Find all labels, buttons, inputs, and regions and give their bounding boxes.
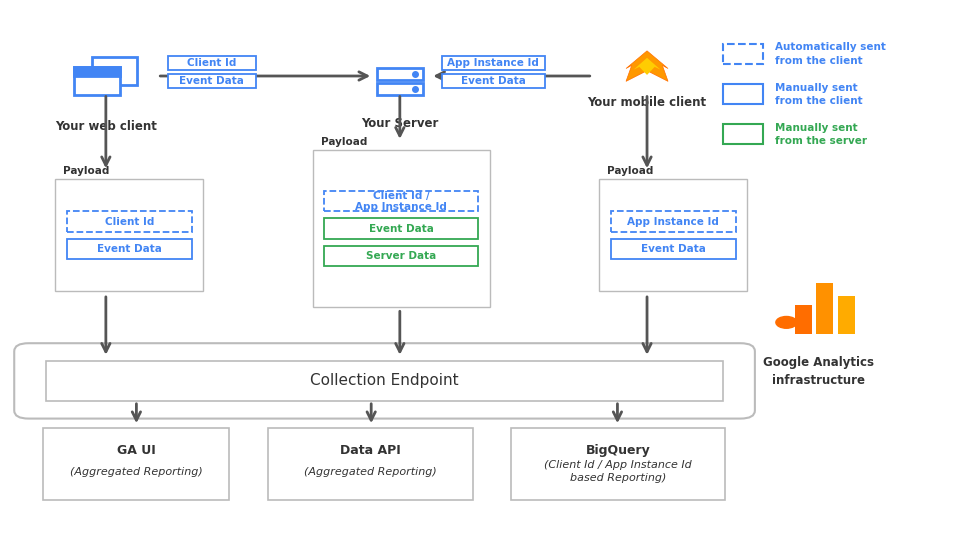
Text: Event Data: Event Data <box>369 224 434 234</box>
FancyBboxPatch shape <box>91 57 137 85</box>
FancyBboxPatch shape <box>67 212 192 232</box>
Text: Event Data: Event Data <box>461 76 526 86</box>
Text: Client Id: Client Id <box>187 58 236 68</box>
FancyBboxPatch shape <box>724 124 763 144</box>
Text: Automatically sent
from the client: Automatically sent from the client <box>775 43 886 66</box>
FancyBboxPatch shape <box>67 239 192 259</box>
Text: Client Id: Client Id <box>105 217 154 227</box>
Circle shape <box>776 316 797 328</box>
FancyBboxPatch shape <box>313 150 490 307</box>
FancyBboxPatch shape <box>611 212 735 232</box>
FancyBboxPatch shape <box>168 56 255 70</box>
FancyBboxPatch shape <box>377 68 422 80</box>
FancyBboxPatch shape <box>46 361 724 401</box>
FancyBboxPatch shape <box>268 428 473 500</box>
Text: App Instance Id: App Instance Id <box>447 58 540 68</box>
Text: App Instance Id: App Instance Id <box>627 217 719 227</box>
Text: Your Server: Your Server <box>361 117 439 130</box>
FancyBboxPatch shape <box>816 284 833 334</box>
Text: BigQuery: BigQuery <box>586 444 650 457</box>
FancyBboxPatch shape <box>838 296 855 334</box>
Text: (Client Id / App Instance Id
based Reporting): (Client Id / App Instance Id based Repor… <box>544 460 692 483</box>
FancyBboxPatch shape <box>324 246 478 266</box>
Text: Payload: Payload <box>63 166 109 177</box>
Text: Your web client: Your web client <box>55 120 156 133</box>
Text: Google Analytics
infrastructure: Google Analytics infrastructure <box>763 355 875 387</box>
Text: Event Data: Event Data <box>641 244 706 254</box>
Text: GA UI: GA UI <box>116 444 156 457</box>
Text: Collection Endpoint: Collection Endpoint <box>310 373 459 388</box>
Text: (Aggregated Reporting): (Aggregated Reporting) <box>304 467 437 477</box>
Text: Payload: Payload <box>607 166 654 177</box>
FancyBboxPatch shape <box>724 44 763 64</box>
Text: Manually sent
from the client: Manually sent from the client <box>775 83 862 106</box>
Text: Data API: Data API <box>341 444 401 457</box>
FancyBboxPatch shape <box>795 305 812 334</box>
FancyBboxPatch shape <box>168 75 255 88</box>
Text: Client Id /
App Instance Id: Client Id / App Instance Id <box>355 191 447 212</box>
FancyBboxPatch shape <box>74 68 120 95</box>
Text: Event Data: Event Data <box>97 244 161 254</box>
Text: Manually sent
from the server: Manually sent from the server <box>775 123 867 146</box>
Text: Your mobile client: Your mobile client <box>588 96 707 109</box>
FancyBboxPatch shape <box>442 56 545 70</box>
FancyBboxPatch shape <box>611 239 735 259</box>
Text: (Aggregated Reporting): (Aggregated Reporting) <box>69 467 203 477</box>
FancyBboxPatch shape <box>442 75 545 88</box>
FancyBboxPatch shape <box>511 428 726 500</box>
Text: Payload: Payload <box>321 137 367 147</box>
Text: Event Data: Event Data <box>180 76 244 86</box>
Text: Server Data: Server Data <box>366 251 437 261</box>
FancyBboxPatch shape <box>14 343 755 418</box>
FancyBboxPatch shape <box>599 179 747 292</box>
FancyBboxPatch shape <box>724 84 763 104</box>
Polygon shape <box>626 51 668 82</box>
FancyBboxPatch shape <box>324 191 478 212</box>
FancyBboxPatch shape <box>324 218 478 239</box>
FancyBboxPatch shape <box>74 68 120 76</box>
FancyBboxPatch shape <box>377 83 422 94</box>
FancyBboxPatch shape <box>43 428 229 500</box>
FancyBboxPatch shape <box>56 179 204 292</box>
Polygon shape <box>634 58 660 75</box>
